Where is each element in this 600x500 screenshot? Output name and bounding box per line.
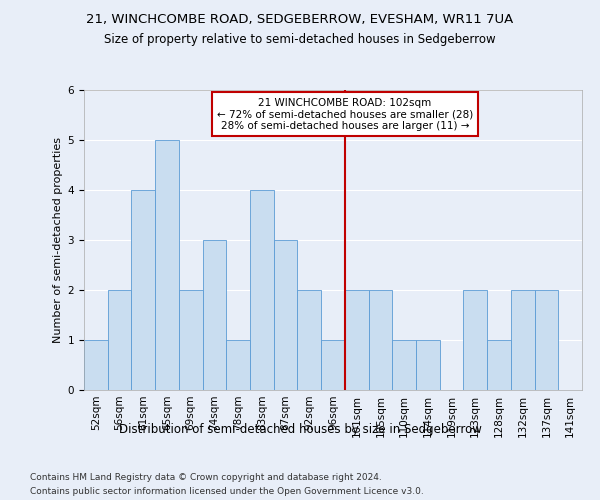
Bar (321, 340, 345, 390)
Bar (250, 190, 274, 390)
Bar (226, 340, 250, 390)
Bar (274, 240, 298, 390)
Text: 21 WINCHCOMBE ROAD: 102sqm
← 72% of semi-detached houses are smaller (28)
28% of: 21 WINCHCOMBE ROAD: 102sqm ← 72% of semi… (217, 98, 473, 130)
Bar (131, 190, 155, 390)
Text: 21, WINCHCOMBE ROAD, SEDGEBERROW, EVESHAM, WR11 7UA: 21, WINCHCOMBE ROAD, SEDGEBERROW, EVESHA… (86, 12, 514, 26)
Bar (298, 290, 321, 390)
Text: Contains public sector information licensed under the Open Government Licence v3: Contains public sector information licen… (30, 488, 424, 496)
Bar (535, 290, 558, 390)
Bar (108, 290, 131, 390)
Text: Distribution of semi-detached houses by size in Sedgeberrow: Distribution of semi-detached houses by … (119, 422, 481, 436)
Bar (155, 140, 179, 390)
Text: Contains HM Land Registry data © Crown copyright and database right 2024.: Contains HM Land Registry data © Crown c… (30, 472, 382, 482)
Bar (345, 290, 368, 390)
Y-axis label: Number of semi-detached properties: Number of semi-detached properties (53, 137, 64, 343)
Bar (463, 290, 487, 390)
Text: Size of property relative to semi-detached houses in Sedgeberrow: Size of property relative to semi-detach… (104, 32, 496, 46)
Bar (368, 290, 392, 390)
Bar (487, 340, 511, 390)
Bar (179, 290, 203, 390)
Bar (84, 340, 108, 390)
Bar (203, 240, 226, 390)
Bar (392, 340, 416, 390)
Bar (511, 290, 535, 390)
Bar (416, 340, 440, 390)
